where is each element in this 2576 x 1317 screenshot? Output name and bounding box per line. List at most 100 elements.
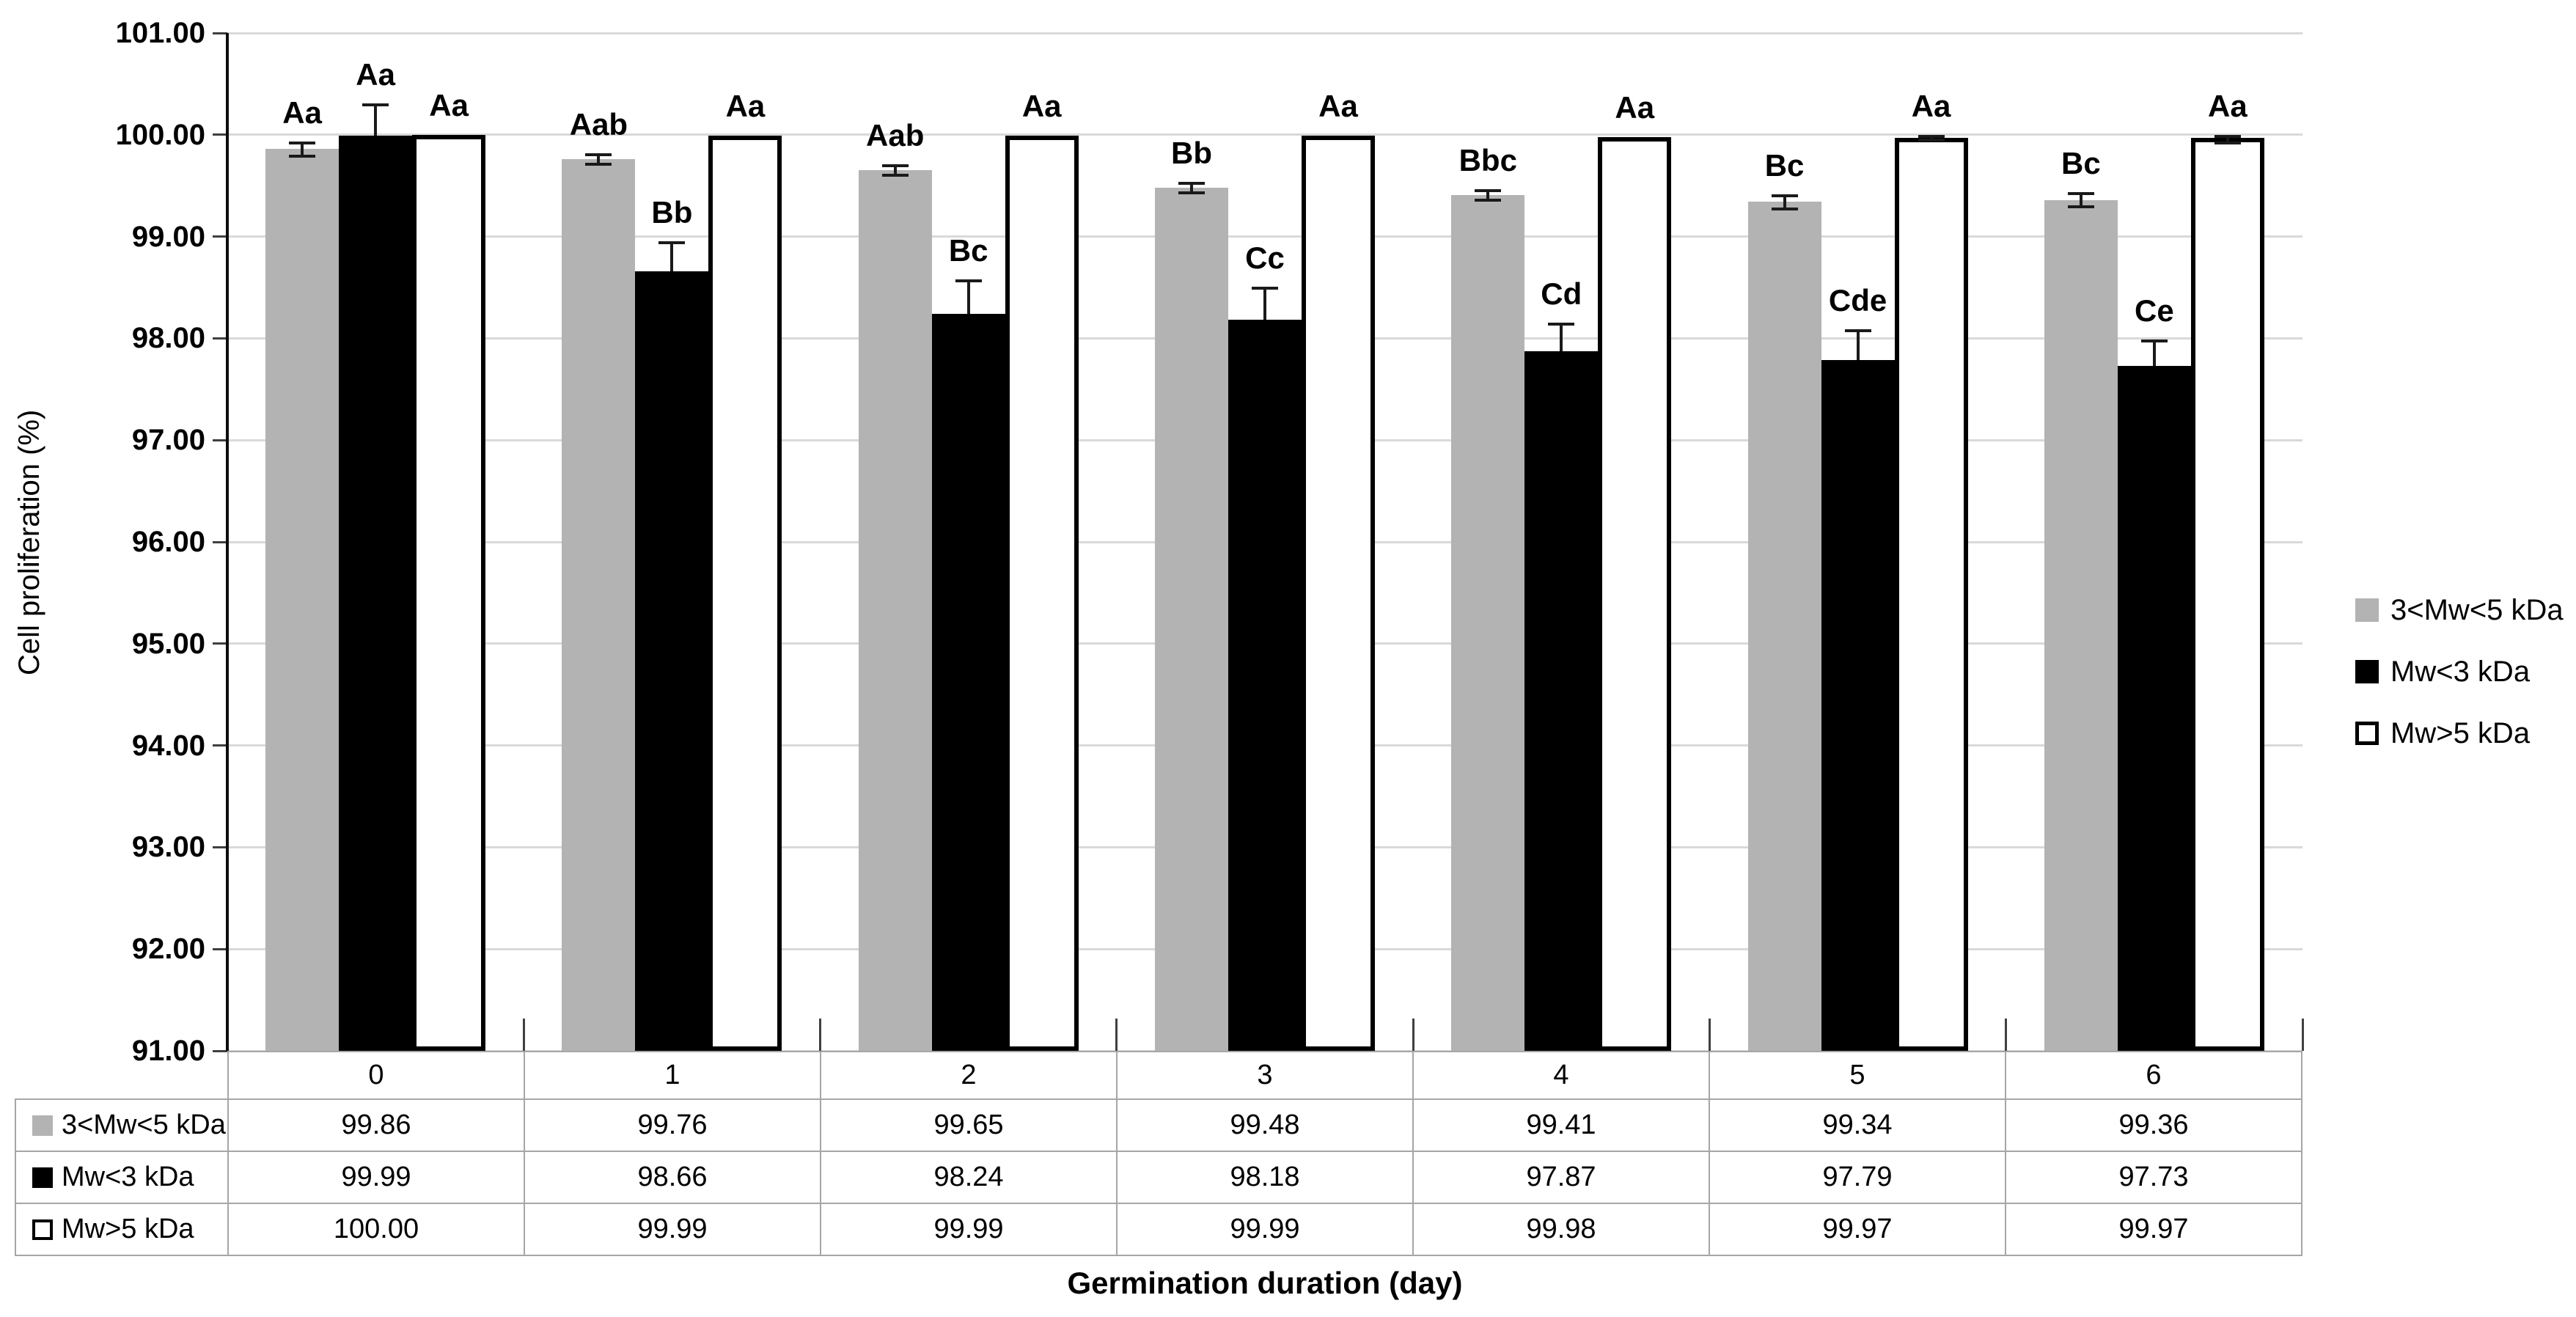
y-axis-tick [213, 845, 227, 848]
error-bar [966, 280, 970, 315]
error-bar [1486, 189, 1490, 200]
significance-label: Aa [1021, 89, 1062, 124]
y-axis-tick [213, 337, 227, 340]
value-cell: 99.99 [820, 1203, 1118, 1256]
error-bar-cap-top [2067, 191, 2094, 195]
series-swatch-icon [32, 1115, 53, 1136]
series-label: Mw<3 kDa [62, 1162, 194, 1192]
significance-label: Bb [651, 194, 693, 230]
category-header-cell: 3 [1116, 1051, 1414, 1100]
gridline [227, 235, 2302, 238]
legend-swatch-icon [2355, 722, 2379, 745]
y-axis-tick-label: 96.00 [131, 526, 205, 558]
bar-3<Mw<5 kDa-day2 [858, 170, 932, 1051]
significance-label: Aa [429, 87, 469, 122]
bar-Mw<3 kDa-day6 [2117, 365, 2191, 1051]
x-axis-tick [1115, 1019, 1118, 1051]
y-axis-tick-label: 99.00 [131, 220, 205, 253]
bar-Mw>5 kDa-day1 [708, 136, 782, 1051]
error-bar-cap-top [362, 103, 389, 107]
significance-label: Aa [356, 57, 395, 92]
value-cell: 97.73 [2005, 1151, 2302, 1204]
y-axis-tick [213, 540, 227, 543]
y-axis-tick-label: 94.00 [131, 729, 205, 762]
error-bar [893, 165, 897, 176]
value-cell: 99.65 [820, 1098, 1118, 1152]
x-axis-tick [1412, 1019, 1414, 1051]
error-bar [1190, 183, 1193, 193]
value-cell: 100.00 [227, 1203, 525, 1256]
significance-label: Aa [725, 89, 766, 124]
significance-label: Bc [948, 233, 988, 268]
table-row: Mw>5 kDa 100.00 99.99 99.99 99.99 99.98 99.97 9… [15, 1203, 2302, 1256]
bar-Mw<3 kDa-day4 [1524, 351, 1599, 1051]
significance-label: Aa [2207, 89, 2247, 124]
value-cell: 99.34 [1709, 1098, 2006, 1152]
y-axis-tick [213, 439, 227, 441]
significance-label: Bb [1171, 136, 1212, 171]
bar-3<Mw<5 kDa-day3 [1155, 187, 1228, 1051]
significance-label: Aab [569, 107, 628, 142]
bar-Mw>5 kDa-day2 [1005, 136, 1079, 1051]
series-label-cell: 3<Mw<5 kDa [15, 1098, 229, 1152]
x-axis-tick [2301, 1019, 2304, 1051]
error-bar-cap-top [289, 141, 316, 144]
value-cell: 97.79 [1709, 1151, 2006, 1204]
error-bar-cap-bottom [1918, 138, 1945, 142]
error-bar-cap-top [1475, 188, 1502, 192]
y-axis-tick-label: 98.00 [131, 322, 205, 355]
value-cell: 99.99 [524, 1203, 821, 1256]
significance-label: Bbc [1458, 142, 1517, 177]
significance-label: Aa [1911, 89, 1951, 124]
legend-item: Mw<3 kDa [2355, 641, 2564, 702]
category-header-cell: 6 [2005, 1051, 2302, 1100]
error-bar [670, 241, 674, 271]
error-bar-cap-top [658, 241, 686, 244]
bar-Mw>5 kDa-day0 [412, 134, 486, 1051]
series-label-cell: Mw<3 kDa [15, 1151, 229, 1204]
legend-label: Mw>5 kDa [2390, 716, 2531, 749]
error-bar [1263, 287, 1266, 320]
table-corner-cell [15, 1052, 228, 1099]
significance-label: Aa [1318, 89, 1358, 124]
error-bar [1856, 330, 1860, 360]
table-row: Mw<3 kDa 99.99 98.66 98.24 98.18 97.87 97.79 97… [15, 1151, 2302, 1204]
bar-Mw<3 kDa-day2 [931, 314, 1005, 1051]
value-cell: 99.36 [2005, 1098, 2302, 1152]
significance-label: Aab [866, 118, 925, 153]
error-bar-cap-top [1918, 135, 1945, 139]
significance-label: Bc [2061, 145, 2101, 180]
y-axis-tick-label: 95.00 [131, 627, 205, 660]
bar-3<Mw<5 kDa-day0 [265, 149, 340, 1051]
category-header-cell: 5 [1709, 1051, 2006, 1100]
error-bar-cap-bottom [881, 174, 909, 177]
error-bar [2225, 136, 2229, 143]
legend-item: 3<Mw<5 kDa [2355, 579, 2564, 641]
error-bar [597, 154, 601, 165]
significance-label: Cc [1245, 241, 1285, 275]
value-cell: 98.24 [820, 1151, 1118, 1204]
bar-Mw<3 kDa-day3 [1228, 320, 1302, 1051]
value-cell: 99.41 [1412, 1098, 1710, 1152]
error-bar-cap-top [881, 164, 909, 168]
legend-label: Mw<3 kDa [2390, 655, 2531, 688]
significance-label: Aa [1615, 89, 1655, 125]
legend-item: Mw>5 kDa [2355, 702, 2564, 764]
error-bar-cap-top [1548, 322, 1575, 326]
error-bar-cap-top [1178, 182, 1205, 186]
y-axis-tick [213, 32, 227, 34]
bar-Mw>5 kDa-day6 [2190, 137, 2264, 1051]
category-header-cell: 4 [1412, 1051, 1710, 1100]
x-axis-tick [522, 1019, 525, 1051]
gridline [227, 1049, 2302, 1052]
error-bar [374, 104, 378, 136]
value-cell: 99.48 [1116, 1098, 1414, 1152]
value-cell: 99.99 [227, 1151, 525, 1204]
value-cell: 99.76 [524, 1098, 821, 1152]
chart-data-table: 0 1 2 3 4 5 6 3<Mw<5 kDa 99.86 99.76 99.65 99.48 99.… [15, 1051, 2302, 1256]
y-axis-tick-label: 92.00 [131, 933, 205, 966]
significance-label: Bc [1764, 147, 1805, 183]
significance-label: Ce [2134, 293, 2174, 329]
legend-swatch-icon [2355, 660, 2379, 683]
legend-swatch-icon [2355, 598, 2379, 622]
